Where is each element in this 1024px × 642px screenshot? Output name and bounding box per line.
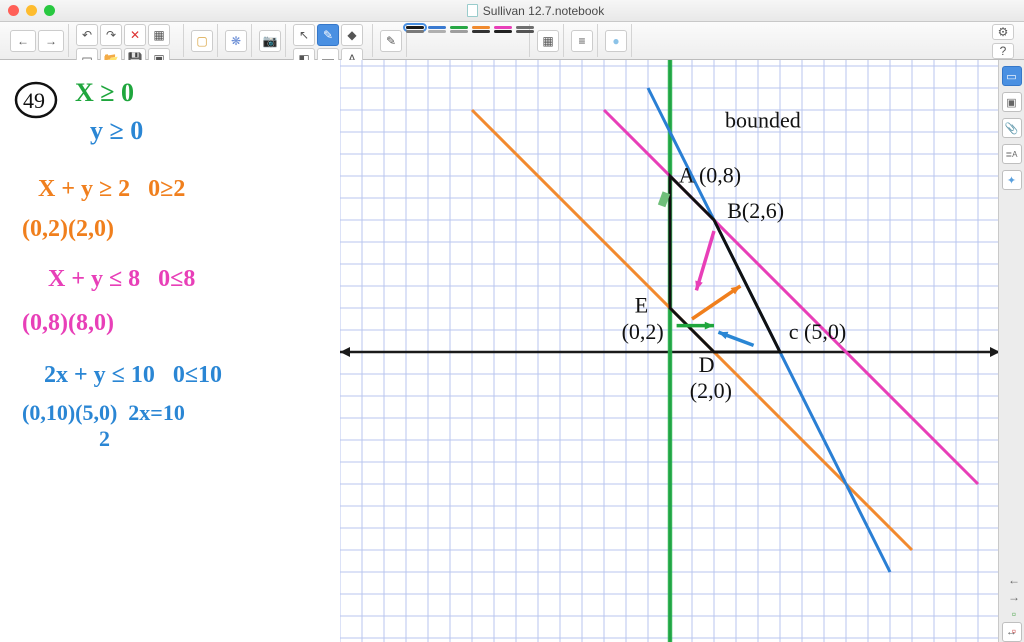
constraint-1: X ≥ 0 — [75, 78, 134, 108]
svg-text:(0,2): (0,2) — [622, 319, 664, 344]
select-tool[interactable]: ↖ — [293, 24, 315, 46]
svg-text:c (5,0): c (5,0) — [789, 319, 846, 344]
constraint-3: X + y ≥ 2 0≥2 — [38, 176, 185, 203]
prev-page[interactable]: ← — [1008, 573, 1020, 587]
back-button[interactable]: ← — [10, 30, 36, 52]
constraint-5: 2x + y ≤ 10 0≤10 — [44, 362, 222, 389]
constraint-3-pts: (0,2)(2,0) — [22, 216, 114, 243]
pen-color[interactable] — [428, 26, 446, 29]
help-button[interactable]: ? — [992, 43, 1014, 59]
page-del[interactable]: ▫ — [1012, 624, 1016, 638]
pen-color[interactable] — [450, 26, 468, 29]
line-props-button[interactable]: ≡ — [571, 30, 593, 52]
next-page[interactable]: → — [1008, 590, 1020, 604]
undo-button[interactable]: ↶ — [76, 24, 98, 46]
object-button[interactable]: ❋ — [225, 30, 247, 52]
pen-color[interactable] — [428, 30, 446, 33]
constraint-4-pts: (0,8)(8,0) — [22, 310, 114, 337]
pen-color[interactable] — [494, 26, 512, 29]
page-tab[interactable]: ▭ — [1002, 66, 1022, 86]
transparency-button[interactable]: ● — [605, 30, 627, 52]
current-pen-icon[interactable]: ✎ — [380, 30, 402, 52]
svg-text:(2,0): (2,0) — [690, 378, 732, 403]
pen-color[interactable] — [516, 30, 534, 33]
pen-color[interactable] — [406, 30, 424, 33]
svg-text:A (0,8): A (0,8) — [679, 163, 741, 188]
document-icon — [467, 4, 478, 17]
addons-tab[interactable]: ✦ — [1002, 170, 1022, 190]
pen-color[interactable] — [494, 30, 512, 33]
gallery-tab[interactable]: ▣ — [1002, 92, 1022, 112]
svg-text:bounded: bounded — [725, 108, 801, 133]
graph-svg: bounded A (0,8) B(2,6) c (5,0) D(2,0) E(0,2) — [340, 60, 998, 642]
delete-button[interactable]: ✕ — [124, 24, 146, 46]
pen-color[interactable] — [406, 26, 424, 29]
pen-tool[interactable]: ✎ — [317, 24, 339, 46]
pen-color[interactable] — [516, 26, 534, 29]
min-dot[interactable] — [26, 5, 37, 16]
pen-color[interactable] — [472, 30, 490, 33]
svg-text:B(2,6): B(2,6) — [727, 198, 784, 223]
max-dot[interactable] — [44, 5, 55, 16]
forward-button[interactable]: → — [38, 30, 64, 52]
page-nav: ← → ▫ ▫ — [1008, 573, 1020, 638]
main-toolbar: ← → ↶ ↷ ✕ ▦ ▭ 📂 💾 ▣ 🔍 ▤ ▢ ❋ 📷 ↖ ✎ ◆ ◧ ▬ … — [0, 22, 1024, 60]
canvas-area[interactable]: 49 X ≥ 0 y ≥ 0 X + y ≥ 2 0≥2 (0,2)(2,0) … — [0, 60, 998, 642]
constraint-4: X + y ≤ 8 0≤8 — [48, 266, 195, 293]
page-copy[interactable]: ▫ — [1012, 607, 1016, 621]
constraint-5-pts: (0,10)(5,0) 2x=10 2 — [22, 400, 185, 452]
svg-text:E: E — [635, 292, 648, 317]
pen-color[interactable] — [472, 26, 490, 29]
side-tabs: ▭ ▣ 📎 ≣A ✦ ↔ ← → ▫ ▫ — [998, 60, 1024, 642]
problem-circle: 49 — [12, 78, 62, 123]
close-dot[interactable] — [8, 5, 19, 16]
window-traffic-lights[interactable] — [8, 5, 55, 16]
props-tab[interactable]: ≣A — [1002, 144, 1022, 164]
svg-text:D: D — [699, 352, 715, 377]
svg-text:49: 49 — [23, 88, 45, 113]
shape-recog-tool[interactable]: ◆ — [341, 24, 363, 46]
capture-button[interactable]: 📷 — [259, 30, 281, 52]
graph-area: bounded A (0,8) B(2,6) c (5,0) D(2,0) E(0,2) — [340, 60, 998, 642]
window-title: Sullivan 12.7.notebook — [55, 4, 1016, 18]
constraint-2: y ≥ 0 — [90, 116, 143, 146]
math-button[interactable]: ▢ — [191, 30, 213, 52]
attach-tab[interactable]: 📎 — [1002, 118, 1022, 138]
table-button[interactable]: ▦ — [148, 24, 170, 46]
pen-color[interactable] — [450, 30, 468, 33]
pen-color-palette[interactable] — [410, 24, 530, 57]
color-grid-button[interactable]: ▦ — [537, 30, 559, 52]
redo-button[interactable]: ↷ — [100, 24, 122, 46]
settings-button[interactable]: ⚙ — [992, 24, 1014, 40]
title-text: Sullivan 12.7.notebook — [483, 4, 604, 18]
